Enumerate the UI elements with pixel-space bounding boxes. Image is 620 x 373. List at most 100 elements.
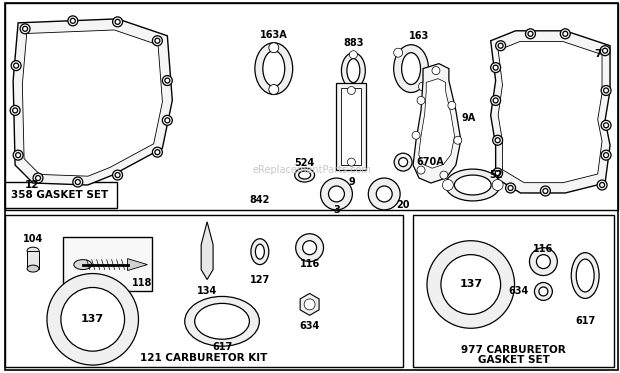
Text: 12: 12 <box>25 180 40 190</box>
Circle shape <box>560 29 570 39</box>
Circle shape <box>493 65 498 70</box>
Circle shape <box>498 43 503 48</box>
Text: 524: 524 <box>294 158 315 168</box>
Text: 670A: 670A <box>416 157 444 167</box>
Ellipse shape <box>454 175 491 195</box>
Circle shape <box>495 138 500 143</box>
Circle shape <box>495 41 505 51</box>
Circle shape <box>296 234 324 261</box>
Circle shape <box>394 48 402 57</box>
Circle shape <box>10 106 20 115</box>
Ellipse shape <box>576 259 594 292</box>
Circle shape <box>541 186 551 196</box>
Circle shape <box>165 118 170 123</box>
Circle shape <box>113 17 123 27</box>
Circle shape <box>303 241 317 255</box>
Circle shape <box>368 178 400 210</box>
Circle shape <box>604 153 609 158</box>
Ellipse shape <box>394 45 428 93</box>
Circle shape <box>526 29 536 39</box>
Circle shape <box>493 135 503 145</box>
Circle shape <box>155 38 160 43</box>
Circle shape <box>162 76 172 85</box>
Circle shape <box>153 147 162 157</box>
Circle shape <box>347 87 355 94</box>
Circle shape <box>508 185 513 191</box>
Circle shape <box>440 171 448 179</box>
Circle shape <box>432 67 440 75</box>
Ellipse shape <box>255 43 293 94</box>
Text: 617: 617 <box>575 316 595 326</box>
Circle shape <box>454 136 462 144</box>
Circle shape <box>604 88 609 93</box>
Bar <box>413 215 614 367</box>
Polygon shape <box>22 30 162 176</box>
Circle shape <box>601 120 611 130</box>
Text: 163A: 163A <box>260 30 288 40</box>
Bar <box>5 215 403 367</box>
Circle shape <box>73 177 83 187</box>
Text: 116: 116 <box>299 258 320 269</box>
Text: 842: 842 <box>250 195 270 205</box>
Circle shape <box>604 123 609 128</box>
Circle shape <box>13 150 23 160</box>
Circle shape <box>427 241 515 328</box>
Circle shape <box>269 85 279 94</box>
Circle shape <box>417 166 425 174</box>
Circle shape <box>505 183 516 193</box>
Circle shape <box>412 131 420 139</box>
Text: 634: 634 <box>508 286 528 297</box>
Text: 118: 118 <box>132 279 153 288</box>
Circle shape <box>321 178 352 210</box>
Text: 20: 20 <box>396 200 410 210</box>
Ellipse shape <box>251 239 269 264</box>
Ellipse shape <box>185 297 259 346</box>
Ellipse shape <box>27 265 39 272</box>
Bar <box>337 82 366 170</box>
Text: 634: 634 <box>299 321 320 331</box>
Circle shape <box>394 153 412 171</box>
Bar <box>63 237 153 291</box>
Circle shape <box>493 98 498 103</box>
Circle shape <box>597 180 607 190</box>
Circle shape <box>534 282 552 300</box>
Circle shape <box>304 299 315 310</box>
Polygon shape <box>201 222 213 279</box>
Circle shape <box>536 255 551 269</box>
Circle shape <box>269 43 279 53</box>
Circle shape <box>61 288 125 351</box>
Circle shape <box>350 82 357 91</box>
Circle shape <box>113 170 123 180</box>
Text: 52: 52 <box>489 170 502 180</box>
Circle shape <box>601 85 611 95</box>
Text: 137: 137 <box>459 279 482 289</box>
Text: eReplacementParts.com: eReplacementParts.com <box>252 165 371 175</box>
Bar <box>342 88 361 165</box>
Circle shape <box>75 179 80 185</box>
Circle shape <box>329 186 345 202</box>
Bar <box>5 3 618 210</box>
Text: 977 CARBURETOR: 977 CARBURETOR <box>461 345 566 355</box>
Circle shape <box>601 150 611 160</box>
Circle shape <box>603 48 608 53</box>
Circle shape <box>14 63 19 68</box>
Circle shape <box>443 179 453 191</box>
Circle shape <box>563 31 568 36</box>
Text: 116: 116 <box>533 244 554 254</box>
Polygon shape <box>300 294 319 315</box>
Circle shape <box>495 170 500 176</box>
Ellipse shape <box>342 53 365 88</box>
Circle shape <box>16 153 20 158</box>
Circle shape <box>600 182 604 188</box>
Circle shape <box>418 82 428 91</box>
Text: 883: 883 <box>343 38 363 48</box>
Polygon shape <box>413 64 461 183</box>
Text: 9A: 9A <box>462 113 476 123</box>
Circle shape <box>165 78 170 83</box>
Text: 617: 617 <box>212 342 232 352</box>
Circle shape <box>22 26 27 31</box>
Circle shape <box>153 36 162 46</box>
Circle shape <box>492 179 503 191</box>
Ellipse shape <box>263 51 285 87</box>
Text: GASKET SET: GASKET SET <box>477 355 549 365</box>
